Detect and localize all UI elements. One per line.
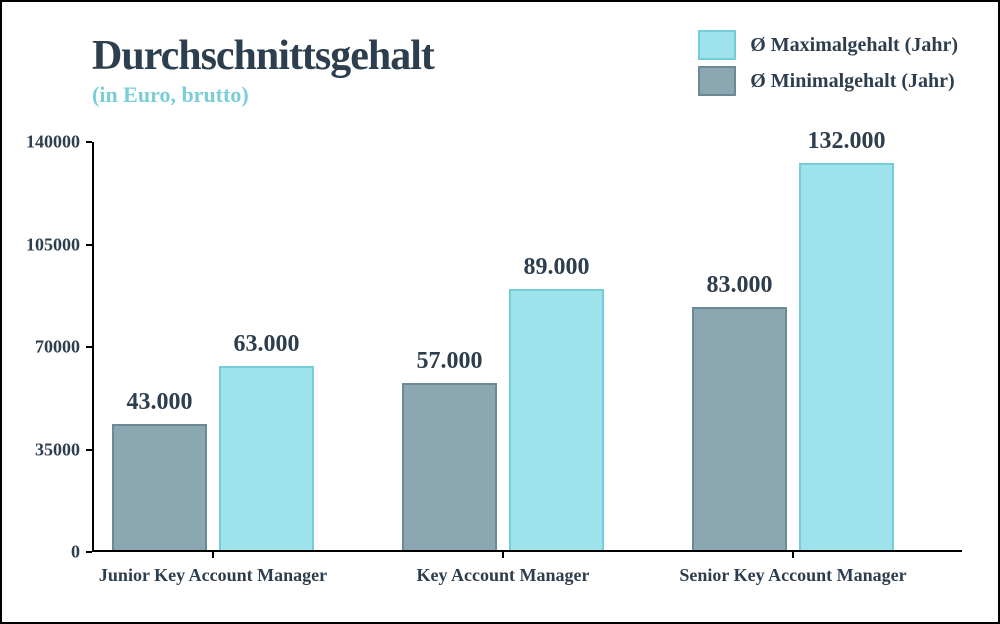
- y-tick-mark: [86, 244, 92, 246]
- y-tick-label: 0: [0, 542, 80, 563]
- title-block: Durchschnittsgehalt (in Euro, brutto): [92, 32, 434, 108]
- x-tick-mark: [212, 552, 214, 558]
- bar-value-label: 89.000: [524, 254, 590, 281]
- legend-item-max: Ø Maximalgehalt (Jahr): [698, 30, 958, 60]
- bar-min: [112, 424, 207, 550]
- bar-value-label: 83.000: [707, 272, 773, 299]
- legend-label-max: Ø Maximalgehalt (Jahr): [750, 34, 958, 57]
- plot-area: 03500070000105000140000Junior Key Accoun…: [92, 142, 962, 552]
- chart-subtitle: (in Euro, brutto): [92, 82, 434, 108]
- chart-container: Durchschnittsgehalt (in Euro, brutto) Ø …: [0, 0, 1000, 624]
- legend-label-min: Ø Minimalgehalt (Jahr): [750, 70, 954, 93]
- legend-item-min: Ø Minimalgehalt (Jahr): [698, 66, 958, 96]
- bar-value-label: 43.000: [127, 389, 193, 416]
- bar-value-label: 132.000: [808, 128, 886, 155]
- x-tick-label: Junior Key Account Manager: [99, 565, 327, 586]
- bar-max: [799, 163, 894, 550]
- legend: Ø Maximalgehalt (Jahr) Ø Minimalgehalt (…: [698, 30, 958, 102]
- chart-title: Durchschnittsgehalt: [92, 32, 434, 80]
- x-tick-label: Senior Key Account Manager: [679, 565, 906, 586]
- bar-max: [509, 289, 604, 550]
- bar-min: [402, 383, 497, 550]
- y-tick-mark: [86, 551, 92, 553]
- bar-value-label: 63.000: [234, 331, 300, 358]
- x-axis-line: [92, 550, 962, 552]
- legend-swatch-min: [698, 66, 736, 96]
- y-tick-label: 140000: [0, 132, 80, 153]
- y-tick-mark: [86, 141, 92, 143]
- y-tick-label: 105000: [0, 234, 80, 255]
- x-tick-label: Key Account Manager: [417, 565, 590, 586]
- bar-value-label: 57.000: [417, 348, 483, 375]
- x-tick-mark: [792, 552, 794, 558]
- y-tick-label: 70000: [0, 337, 80, 358]
- bar-max: [219, 366, 314, 551]
- x-tick-mark: [502, 552, 504, 558]
- y-axis-line: [92, 142, 94, 552]
- bar-min: [692, 307, 787, 550]
- y-tick-label: 35000: [0, 439, 80, 460]
- y-tick-mark: [86, 449, 92, 451]
- y-tick-mark: [86, 346, 92, 348]
- legend-swatch-max: [698, 30, 736, 60]
